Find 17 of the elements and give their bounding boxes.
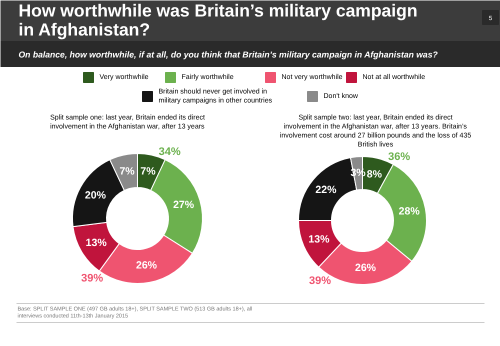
data-label: 27%: [173, 199, 195, 212]
text: 39%: [81, 272, 104, 284]
data-label: 13%: [308, 233, 330, 246]
text: 39%: [309, 274, 332, 287]
data-label: 8%: [366, 168, 383, 180]
data-label: 26%: [136, 260, 158, 272]
text: 34%: [158, 146, 181, 158]
data-label: 7%: [119, 166, 136, 178]
data-label: 7%: [140, 166, 156, 178]
chart-title: How worthwhile was Britain’s military campaign in Afghanistan?: [18, 0, 418, 40]
data-label: 22%: [315, 184, 338, 196]
chart-subtitle: On balance, how worthwhile, if at all, do you think that Britain’s military campaign in Afghanistan was?: [18, 50, 438, 60]
data-label: 26%: [354, 262, 377, 274]
data-label: 13%: [86, 236, 108, 249]
text: 36%: [388, 150, 410, 163]
data-label: 28%: [398, 206, 420, 218]
data-label: 20%: [84, 189, 107, 202]
